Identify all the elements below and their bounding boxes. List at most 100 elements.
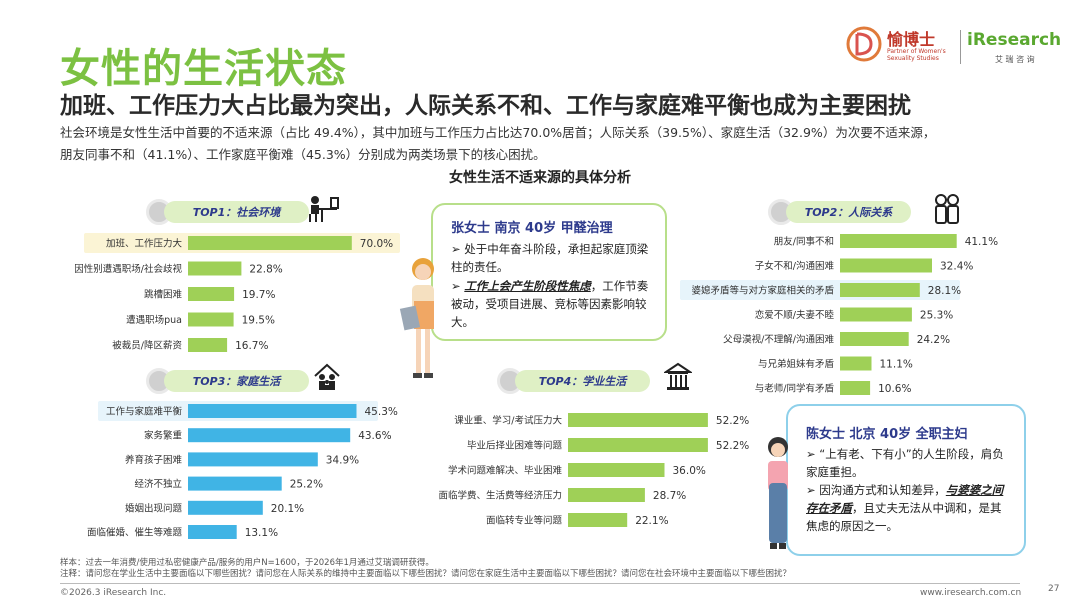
- value-label: 32.4%: [940, 261, 973, 273]
- value-label: 52.2%: [716, 440, 749, 452]
- brand2-name: iResearch: [967, 30, 1062, 50]
- persona-card-chen: [786, 404, 1026, 556]
- bar: [568, 438, 708, 452]
- category-label: 被裁员/降区薪资: [112, 340, 182, 352]
- persona-zhang-text-2: ，工作节奏被动，受项目进展、竞标等因素影响较大。: [451, 279, 649, 329]
- category-label: 工作与家庭难平衡: [106, 406, 183, 418]
- value-label: 34.9%: [326, 454, 359, 466]
- top1-label: TOP1：社会环境: [164, 201, 309, 223]
- category-label: 恋爱不顺/夫妻不睦: [755, 309, 835, 321]
- persona-chen-title: 陈女士 北京 40岁 全职主妇: [806, 427, 968, 442]
- value-label: 19.5%: [242, 315, 275, 327]
- bar: [188, 500, 263, 515]
- desk-worker-icon: [309, 196, 339, 222]
- persona-zhang-emphasis: 工作上会产生阶段性焦虑: [464, 279, 591, 293]
- site-url: www.iresearch.com.cn: [920, 588, 1022, 598]
- category-label: 与老师/同学有矛盾: [755, 383, 835, 395]
- brand1-name: 愉博士: [887, 30, 936, 49]
- value-label: 22.8%: [249, 264, 282, 276]
- value-label: 11.1%: [880, 359, 913, 371]
- category-label: 子女不和/沟通困难: [755, 260, 835, 272]
- persona-chen-text-2a: 因沟通方式和认知差异，: [819, 483, 946, 497]
- value-label: 16.7%: [235, 340, 268, 352]
- value-label: 25.3%: [920, 310, 953, 322]
- category-label: 养育孩子困难: [125, 454, 183, 466]
- category-label: 因性别遭遇职场/社会歧视: [74, 263, 182, 275]
- value-label: 41.1%: [965, 236, 998, 248]
- value-label: 13.1%: [245, 527, 278, 539]
- bar: [568, 463, 665, 477]
- bar: [188, 338, 228, 352]
- footnote-sample: 样本：过去一年消费/使用过私密健康产品/服务的用户N=1600，于2026年1月…: [60, 558, 434, 568]
- category-label: 与兄弟姐妹有矛盾: [758, 358, 835, 370]
- persona-zhang-text-1: 处于中年奋斗阶段，承担起家庭顶梁柱的责任。: [451, 242, 649, 274]
- two-people-icon: [935, 194, 959, 224]
- copyright: ©2026.3 iResearch Inc.: [60, 588, 167, 598]
- school-building-icon: [664, 362, 692, 390]
- bar: [188, 312, 234, 327]
- category-label: 跳槽困难: [144, 289, 183, 301]
- category-label: 婆媳矛盾等与对方家庭相关的矛盾: [691, 285, 834, 297]
- persona-chen-emphasis: 与婆婆之间存在矛盾: [806, 483, 1004, 515]
- family-home-icon: [314, 363, 340, 390]
- top4-label: TOP4：学业生活: [515, 370, 650, 392]
- bar: [188, 452, 318, 467]
- value-label: 20.1%: [271, 503, 304, 515]
- value-label: 10.6%: [878, 383, 911, 395]
- category-label: 家务繁重: [144, 430, 183, 442]
- page-title: 女性的生活状态: [60, 46, 347, 92]
- logo-area: 愉博士 Partner of Women's Sexuality Studies…: [845, 22, 1061, 72]
- value-label: 19.7%: [242, 289, 275, 301]
- persona-card-zhang: [431, 203, 667, 341]
- persona-chen-bullet-1: ➢ “上有老、下有小”的人生阶段，肩负家庭重担。: [806, 447, 1004, 479]
- value-label: 45.3%: [365, 406, 398, 418]
- bar: [188, 525, 237, 539]
- value-label: 25.2%: [290, 479, 323, 491]
- summary-line-1: 社会环境是女性生活中首要的不适来源（占比 49.4%），其中加班与工作压力占比达…: [60, 125, 936, 140]
- value-label: 28.7%: [653, 490, 686, 502]
- bar: [840, 332, 909, 346]
- footer-rule: [60, 583, 1020, 584]
- persona-chen-text-1: “上有老、下有小”的人生阶段，肩负家庭重担。: [806, 447, 1004, 479]
- bar: [188, 236, 352, 250]
- summary-line-2: 朋友同事不和（41.1%）、工作家庭平衡难（45.3%）分别成为两类场景下的核心…: [60, 147, 546, 162]
- category-label: 经济不独立: [134, 478, 182, 490]
- value-label: 28.1%: [928, 285, 961, 297]
- category-label: 婚姻出现问题: [125, 502, 183, 514]
- persona-chen-text-2b: ，且丈夫无法从中调和，是其焦虑的原因之一。: [806, 501, 1002, 533]
- bar: [568, 488, 645, 502]
- category-label: 加班、工作压力大: [106, 238, 183, 250]
- category-label: 遭遇职场pua: [126, 314, 182, 326]
- chart-title: 女性生活不适来源的具体分析: [449, 170, 631, 186]
- brand1-sub1: Partner of Women's: [887, 48, 946, 55]
- bar: [568, 413, 708, 427]
- bar: [840, 283, 920, 297]
- brand1-sub2: Sexuality Studies: [887, 55, 939, 62]
- bar: [188, 476, 282, 491]
- persona-zhang-title: 张女士 南京 40岁 甲醛治理: [451, 221, 613, 236]
- category-label: 面临转专业等问题: [486, 515, 563, 527]
- value-label: 52.2%: [716, 415, 749, 427]
- bar: [568, 513, 628, 527]
- category-label: 课业重、学习/考试压力大: [454, 415, 562, 427]
- brand1-logo-icon: [846, 26, 882, 62]
- top3-label: TOP3：家庭生活: [164, 370, 309, 392]
- bar: [840, 307, 912, 322]
- bar: [188, 287, 235, 301]
- category-label: 毕业后择业困难等问题: [467, 440, 563, 452]
- page-subtitle: 加班、工作压力大占比最为突出，人际关系不和、工作与家庭难平衡也成为主要困扰: [60, 93, 911, 119]
- category-label: 面临催婚、催生等难题: [87, 527, 183, 539]
- value-label: 36.0%: [673, 465, 706, 477]
- value-label: 22.1%: [635, 515, 668, 527]
- category-label: 朋友/同事不和: [774, 236, 834, 248]
- category-label: 父母漠视/不理解/沟通困难: [723, 334, 834, 346]
- page-number: 27: [1048, 584, 1060, 594]
- value-label: 70.0%: [360, 238, 393, 250]
- woman-illustration-left: [399, 258, 434, 378]
- bar: [840, 234, 957, 248]
- brand2-sub: 艾 瑞 咨 询: [995, 55, 1035, 64]
- woman-illustration-right: [768, 437, 788, 549]
- bar: [840, 356, 872, 371]
- bar: [840, 258, 932, 273]
